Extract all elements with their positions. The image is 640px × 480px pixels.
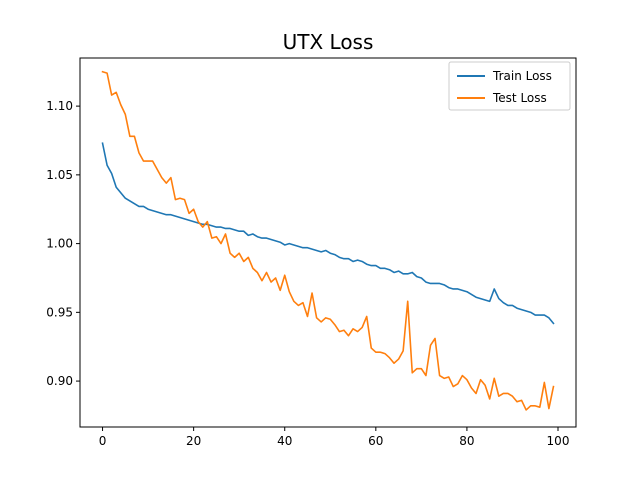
- y-tick-label: 1.00: [46, 237, 73, 251]
- x-tick-label: 20: [186, 434, 201, 448]
- series-line-train-loss: [101, 142, 555, 325]
- y-tick-label: 0.90: [46, 374, 73, 388]
- legend-label-test-loss: Test Loss: [492, 91, 547, 105]
- x-tick-label: 80: [459, 434, 474, 448]
- y-tick-label: 1.05: [46, 168, 73, 182]
- x-tick-label: 100: [547, 434, 570, 448]
- x-tick-label: 60: [368, 434, 383, 448]
- chart-title: UTX Loss: [283, 30, 374, 54]
- legend-label-train-loss: Train Loss: [492, 69, 552, 83]
- legend: Train Loss Test Loss: [448, 61, 571, 111]
- x-tick-label: 40: [277, 434, 292, 448]
- axes: 0 20 40 60 80 100 0.90 0.95 1.00 1.05 1.10: [46, 57, 577, 448]
- series-line-test-loss: [101, 70, 555, 411]
- y-tick-label: 0.95: [46, 305, 73, 319]
- x-tick-label: 0: [99, 434, 107, 448]
- y-tick-label: 1.10: [46, 99, 73, 113]
- axes-frame: [79, 57, 577, 428]
- plot-area: [101, 70, 555, 411]
